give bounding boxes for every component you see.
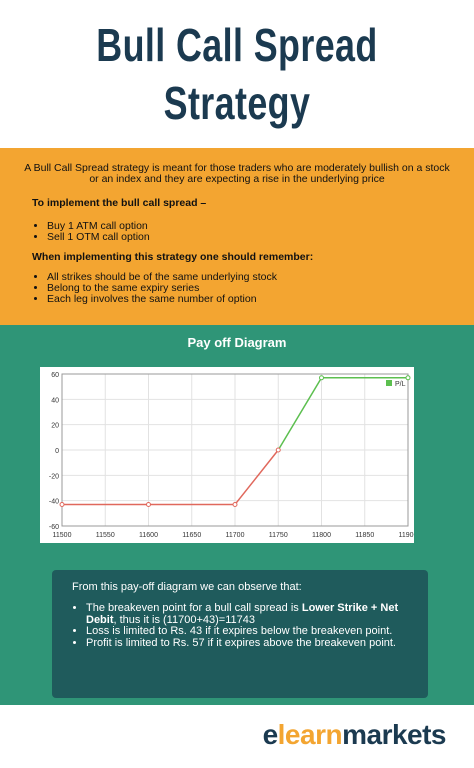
list-text: , thus it is (11700+43)=11743 xyxy=(113,613,255,626)
x-tick-label: 11700 xyxy=(226,532,245,539)
list-item: Profit is limited to Rs. 57 if it expire… xyxy=(86,636,416,650)
title: Bull Call Spread xyxy=(96,19,378,71)
point xyxy=(319,375,324,381)
logo: elearnmarkets xyxy=(262,719,447,751)
line-segment xyxy=(234,449,279,505)
x-tick-label: 11750 xyxy=(269,532,288,539)
legend-swatch xyxy=(386,380,392,386)
x-tick-label: 11550 xyxy=(96,532,115,539)
line-segment xyxy=(277,377,323,451)
x-tick-label: 11500 xyxy=(53,532,72,539)
y-tick-label: 0 xyxy=(55,448,59,455)
header: Bull Call Spread Strategy xyxy=(0,0,474,148)
point xyxy=(59,501,65,507)
list-item: Buy 1 ATM call option xyxy=(47,221,150,232)
list-text: Lower Strike + Net Debit xyxy=(86,602,399,626)
list: The breakeven point for a bull call spre… xyxy=(72,602,416,650)
x-tick-label: 11850 xyxy=(355,532,374,539)
list-item: Belong to the same expiry series xyxy=(47,283,277,294)
intro-text: A Bull Call Spread strategy is meant for… xyxy=(24,162,450,185)
logo-text: markets xyxy=(342,719,446,750)
list-item: Loss is limited to Rs. 43 if it expires … xyxy=(86,625,416,638)
point xyxy=(146,501,151,507)
plot-border xyxy=(61,373,409,527)
y-tick-label: -60 xyxy=(49,524,59,531)
point xyxy=(232,501,238,507)
list-item: The breakeven point for a bull call spre… xyxy=(86,602,416,626)
observations: From this pay-off diagram we can observe… xyxy=(52,570,428,698)
point xyxy=(275,447,281,453)
list-item: Sell 1 OTM call option xyxy=(47,232,150,243)
y-tick-label: 20 xyxy=(51,423,59,430)
legend-label: P/L xyxy=(395,381,406,388)
chart: -60 -40 -20 0 20 40 60 11500 11550 11600 11650 1170… xyxy=(40,367,414,543)
chart-section: Pay off Diagram -60 -40 -20 0 20 40 60 11500 115… xyxy=(0,325,474,705)
logo-text: e xyxy=(262,719,279,750)
heading: To implement the bull call spread – xyxy=(32,197,207,209)
logo-text: learn xyxy=(277,719,343,750)
y-tick-label: -40 xyxy=(49,499,59,506)
title: Strategy xyxy=(163,77,311,129)
list-item: Each leg involves the same number of opt… xyxy=(47,294,277,305)
list-item: All strikes should be of the same underl… xyxy=(47,272,277,283)
x-tick-label: 11900 xyxy=(399,532,414,539)
y-tick-label: -20 xyxy=(49,473,59,480)
x-tick-label: 11600 xyxy=(139,532,158,539)
list-text: Loss is limited to Rs. 43 if it expires … xyxy=(86,625,393,637)
footer: elearnmarkets xyxy=(0,705,474,768)
list-text: Profit is limited to Rs. 57 if it expire… xyxy=(86,636,396,649)
list-text: The breakeven point for a bull call spre… xyxy=(86,602,302,614)
point xyxy=(405,375,411,381)
chart-title: Pay off Diagram xyxy=(187,335,287,350)
x-tick-label: 11800 xyxy=(312,532,331,539)
list: Buy 1 ATM call option Sell 1 OTM call op… xyxy=(33,221,150,243)
x-tick-label: 11650 xyxy=(182,532,201,539)
list: All strikes should be of the same underl… xyxy=(33,272,277,305)
heading: When implementing this strategy one shou… xyxy=(32,251,314,263)
heading: From this pay-off diagram we can observe… xyxy=(72,581,302,593)
y-tick-label: 60 xyxy=(51,372,59,379)
intro-section: A Bull Call Spread strategy is meant for… xyxy=(0,148,474,325)
y-tick-label: 40 xyxy=(51,397,59,404)
